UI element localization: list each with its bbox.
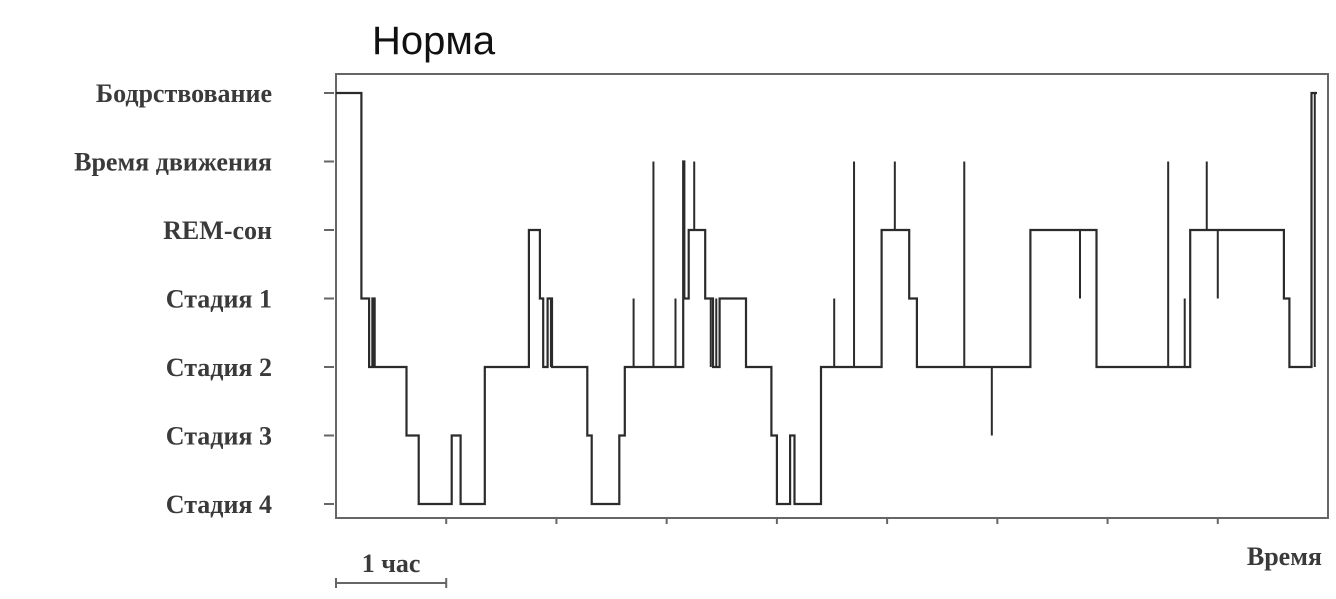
y-tick-label: Бодрствование xyxy=(96,79,272,108)
y-tick-label: Время движения xyxy=(74,148,272,177)
y-tick-label: Стадия 1 xyxy=(166,285,272,314)
scale-bar xyxy=(335,578,448,588)
y-tick-label: Стадия 3 xyxy=(166,422,272,451)
x-ticks xyxy=(445,517,1219,524)
y-tick-labels: Стадия 4 Стадия 3 Стадия 2 Стадия 1 REM-сон В… xyxy=(74,79,272,519)
y-ticks xyxy=(324,92,334,505)
x-axis-label: Время xyxy=(1247,542,1322,571)
hypnogram-line xyxy=(336,91,1317,506)
hypnogram-series xyxy=(336,91,1317,506)
scale-bar-label: 1 час xyxy=(362,549,421,578)
y-tick-label: Стадия 4 xyxy=(166,490,272,519)
y-tick-label: REM-сон xyxy=(163,216,272,245)
chart-title: Норма xyxy=(372,19,496,63)
plot-frame xyxy=(335,73,1329,519)
y-tick-label: Стадия 2 xyxy=(166,353,272,382)
